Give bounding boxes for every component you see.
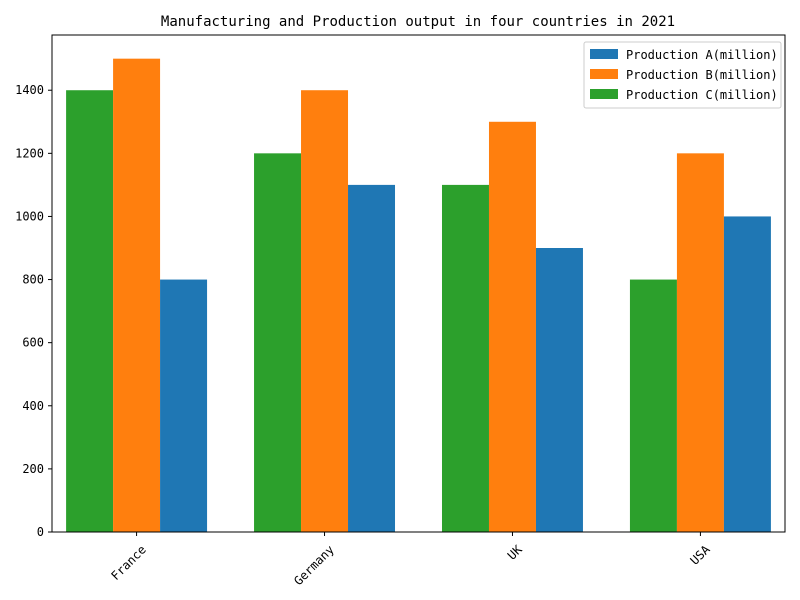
y-tick-label-200: 200 <box>22 462 44 476</box>
chart-title: Manufacturing and Production output in f… <box>161 14 675 30</box>
legend-swatch-production-a-million <box>590 49 618 59</box>
plot-frame <box>51 34 786 533</box>
y-tick-label-1400: 1400 <box>15 83 44 97</box>
x-tick-label-uk: UK <box>505 542 526 563</box>
bar-production-b-million-france <box>113 58 161 533</box>
bar-production-c-million-usa <box>629 279 677 532</box>
y-tick-label-600: 600 <box>22 336 44 350</box>
bar-production-c-million-germany <box>254 153 302 532</box>
legend-label-production-b-million: Production B(million) <box>626 68 778 82</box>
legend-box <box>583 41 782 109</box>
y-tick-label-0: 0 <box>37 525 44 539</box>
legend-swatch-production-b-million <box>590 69 618 79</box>
legend: Production A(million) Production B(millio… <box>583 41 782 109</box>
bar-production-b-million-uk <box>488 121 536 532</box>
x-tick-label-germany: Germany <box>291 542 337 588</box>
bar-production-b-million-usa <box>676 153 724 532</box>
x-tick-label-usa: USA <box>688 542 714 568</box>
bar-production-a-million-usa <box>723 216 771 532</box>
legend-label-production-c-million: Production C(million) <box>626 88 778 102</box>
bar-production-a-million-france <box>160 279 208 532</box>
legend-swatch-production-c-million <box>590 89 618 99</box>
y-tick-label-1200: 1200 <box>15 146 44 160</box>
y-tick-label-1000: 1000 <box>15 209 44 223</box>
y-tick-label-800: 800 <box>22 273 44 287</box>
bar-production-c-million-uk <box>441 184 489 532</box>
y-tick-label-400: 400 <box>22 399 44 413</box>
bar-production-c-million-france <box>66 90 114 532</box>
bar-production-b-million-germany <box>301 90 349 532</box>
legend-label-production-a-million: Production A(million) <box>626 48 778 62</box>
bar-production-a-million-uk <box>535 248 583 532</box>
x-tick-label-france: France <box>108 542 149 583</box>
bar-production-a-million-germany <box>348 184 396 532</box>
bars-layer <box>66 58 771 533</box>
